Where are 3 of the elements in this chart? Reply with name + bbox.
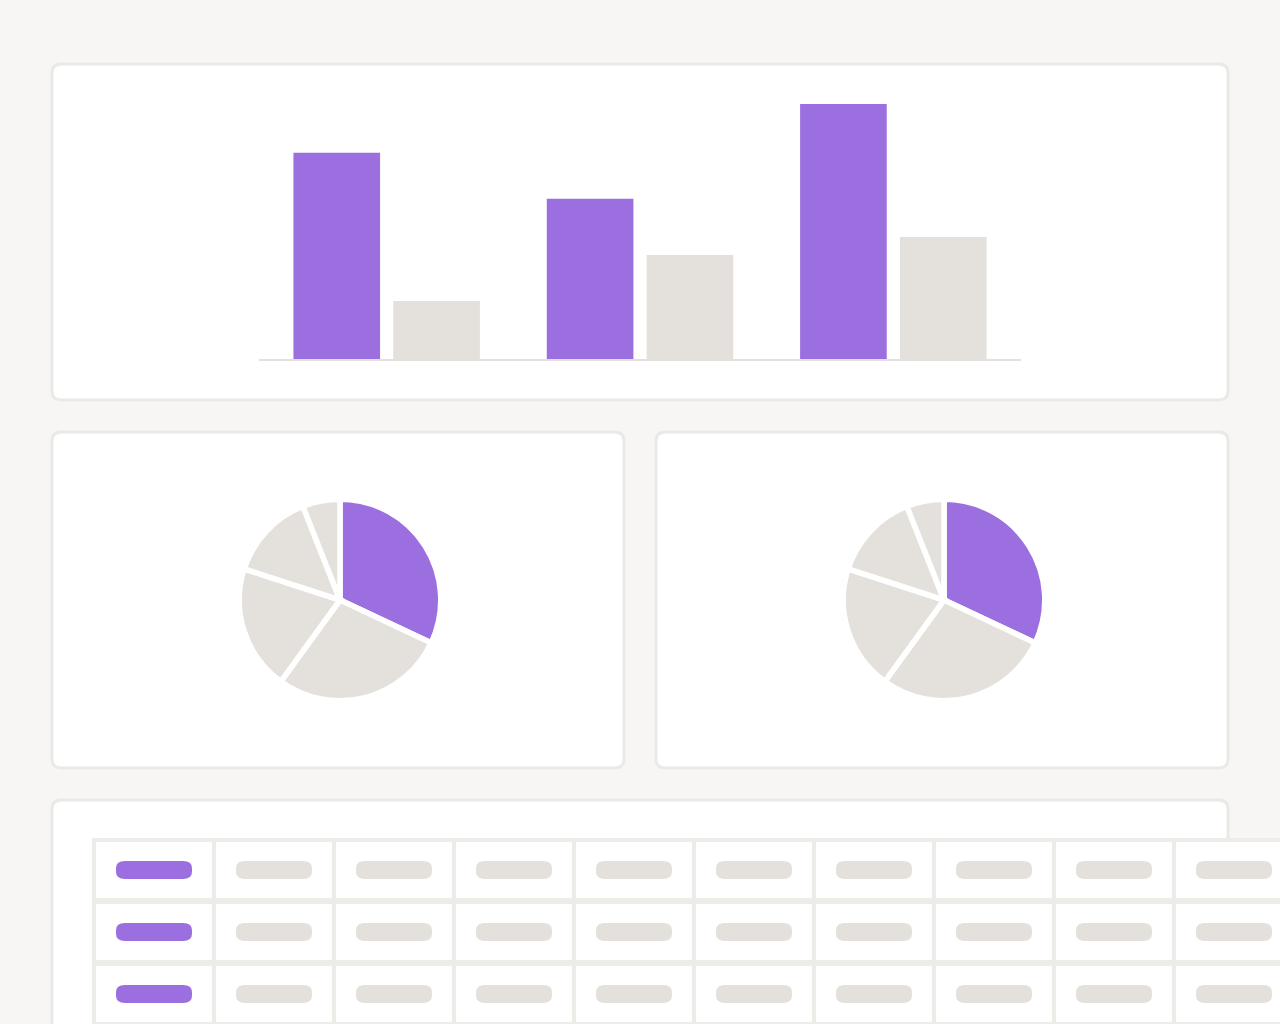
bar xyxy=(546,198,634,360)
bar xyxy=(800,104,887,360)
bar xyxy=(293,152,381,360)
